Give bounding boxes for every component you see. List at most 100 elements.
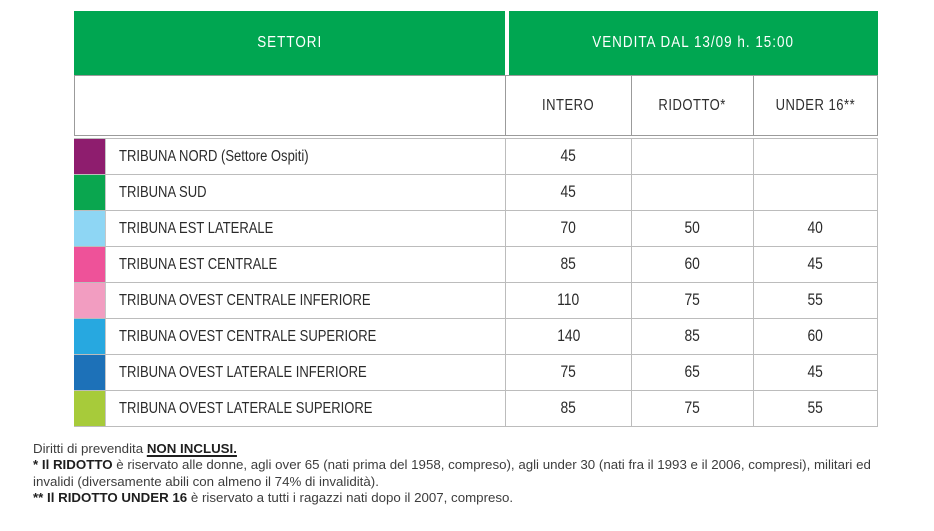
price-under16-cell: 45 bbox=[753, 355, 878, 390]
note-under16: ** Il RIDOTTO UNDER 16 è riservato a tut… bbox=[33, 490, 905, 506]
note-ridotto-text: è riservato alle donne, agli over 65 (na… bbox=[33, 457, 871, 489]
price-intero: 45 bbox=[560, 183, 577, 201]
vendita-header-label: VENDITA DAL 13/09 h. 15:00 bbox=[592, 34, 795, 51]
price-intero: 85 bbox=[560, 255, 577, 273]
price-intero-cell: 45 bbox=[505, 175, 631, 210]
price-under16-cell: 55 bbox=[753, 391, 878, 426]
price-ridotto-cell: 65 bbox=[631, 355, 753, 390]
sector-name: TRIBUNA NORD (Settore Ospiti) bbox=[119, 147, 309, 165]
price-ridotto-cell bbox=[631, 175, 753, 210]
price-ridotto: 65 bbox=[684, 363, 701, 381]
price-intero: 75 bbox=[560, 363, 577, 381]
price-under16-cell bbox=[753, 139, 878, 174]
price-intero-cell: 110 bbox=[505, 283, 631, 318]
sector-name: TRIBUNA OVEST LATERALE SUPERIORE bbox=[119, 399, 373, 417]
footnotes: Diritti di prevendita NON INCLUSI. * Il … bbox=[33, 441, 905, 506]
sector-name-cell: TRIBUNA OVEST LATERALE SUPERIORE bbox=[105, 391, 505, 426]
price-ridotto: 60 bbox=[684, 255, 701, 273]
note-under16-text: è riservato a tutti i ragazzi nati dopo … bbox=[187, 489, 514, 505]
price-ridotto: 75 bbox=[684, 291, 701, 309]
sector-name-cell: TRIBUNA SUD bbox=[105, 175, 505, 210]
price-ridotto: 85 bbox=[684, 327, 701, 345]
note-under16-bold: ** Il RIDOTTO UNDER 16 bbox=[33, 489, 188, 505]
col-header-intero-label: INTERO bbox=[542, 96, 595, 114]
price-intero: 85 bbox=[560, 399, 577, 417]
sector-color-swatch bbox=[74, 283, 105, 318]
sector-name-cell: TRIBUNA OVEST LATERALE INFERIORE bbox=[105, 355, 505, 390]
price-intero: 110 bbox=[557, 291, 580, 309]
price-under16-cell: 60 bbox=[753, 319, 878, 354]
table-row-ovest-laterale-inferiore: TRIBUNA OVEST LATERALE INFERIORE 75 65 4… bbox=[74, 355, 878, 391]
col-header-intero: INTERO bbox=[505, 76, 631, 135]
empty-header-cell bbox=[75, 76, 505, 135]
sector-color-swatch bbox=[74, 355, 105, 390]
note-prevendita-text: Diritti di prevendita bbox=[33, 441, 147, 456]
table-row-ovest-laterale-superiore: TRIBUNA OVEST LATERALE SUPERIORE 85 75 5… bbox=[74, 391, 878, 427]
vendita-header-cell: VENDITA DAL 13/09 h. 15:00 bbox=[509, 11, 878, 75]
price-ridotto: 75 bbox=[684, 399, 701, 417]
sector-color-swatch bbox=[74, 139, 105, 174]
table-row-est-centrale: TRIBUNA EST CENTRALE 85 60 45 bbox=[74, 247, 878, 283]
table-row-tribuna-sud: TRIBUNA SUD 45 bbox=[74, 175, 878, 211]
price-under16-cell: 40 bbox=[753, 211, 878, 246]
price-intero-cell: 85 bbox=[505, 247, 631, 282]
sector-color-swatch bbox=[74, 319, 105, 354]
col-header-under16-label: UNDER 16** bbox=[775, 96, 856, 114]
sector-name: TRIBUNA OVEST LATERALE INFERIORE bbox=[119, 363, 367, 381]
sector-name: TRIBUNA OVEST CENTRALE SUPERIORE bbox=[119, 327, 377, 345]
table-row-ovest-centrale-superiore: TRIBUNA OVEST CENTRALE SUPERIORE 140 85 … bbox=[74, 319, 878, 355]
price-intero-cell: 85 bbox=[505, 391, 631, 426]
sector-color-swatch bbox=[74, 175, 105, 210]
column-headers-row: INTERO RIDOTTO* UNDER 16** bbox=[74, 75, 878, 136]
price-under16: 40 bbox=[807, 219, 824, 237]
table-row-est-laterale: TRIBUNA EST LATERALE 70 50 40 bbox=[74, 211, 878, 247]
price-under16-cell: 55 bbox=[753, 283, 878, 318]
price-under16: 45 bbox=[807, 363, 824, 381]
col-header-ridotto: RIDOTTO* bbox=[631, 76, 753, 135]
price-under16: 60 bbox=[807, 327, 824, 345]
sector-name-cell: TRIBUNA NORD (Settore Ospiti) bbox=[105, 139, 505, 174]
sector-name: TRIBUNA EST LATERALE bbox=[119, 219, 274, 237]
price-under16: 55 bbox=[807, 399, 824, 417]
note-ridotto-bold: * Il RIDOTTO bbox=[33, 457, 113, 473]
sector-name-cell: TRIBUNA EST LATERALE bbox=[105, 211, 505, 246]
header-divider bbox=[505, 11, 509, 75]
price-intero-cell: 75 bbox=[505, 355, 631, 390]
table-row-ovest-centrale-inferiore: TRIBUNA OVEST CENTRALE INFERIORE 110 75 … bbox=[74, 283, 878, 319]
table-body: TRIBUNA NORD (Settore Ospiti) 45 TRIBUNA… bbox=[74, 138, 878, 427]
price-intero: 70 bbox=[560, 219, 577, 237]
price-intero: 140 bbox=[556, 327, 581, 345]
sector-color-swatch bbox=[74, 211, 105, 246]
price-ridotto-cell: 85 bbox=[631, 319, 753, 354]
sector-name-cell: TRIBUNA OVEST CENTRALE SUPERIORE bbox=[105, 319, 505, 354]
price-ridotto-cell: 50 bbox=[631, 211, 753, 246]
price-ridotto-cell: 75 bbox=[631, 391, 753, 426]
sector-color-swatch bbox=[74, 391, 105, 426]
price-intero-cell: 140 bbox=[505, 319, 631, 354]
price-under16-cell bbox=[753, 175, 878, 210]
price-intero: 45 bbox=[560, 147, 577, 165]
table-header-row: SETTORI VENDITA DAL 13/09 h. 15:00 bbox=[74, 11, 878, 75]
sector-color-swatch bbox=[74, 247, 105, 282]
settori-header-label: SETTORI bbox=[256, 34, 323, 51]
note-prevendita: Diritti di prevendita NON INCLUSI. bbox=[33, 441, 905, 457]
note-prevendita-bold: NON INCLUSI. bbox=[146, 441, 237, 456]
price-under16: 55 bbox=[807, 291, 824, 309]
ticket-price-table: SETTORI VENDITA DAL 13/09 h. 15:00 INTER… bbox=[74, 11, 878, 427]
price-intero-cell: 45 bbox=[505, 139, 631, 174]
table-row-tribuna-nord: TRIBUNA NORD (Settore Ospiti) 45 bbox=[74, 139, 878, 175]
sector-name-cell: TRIBUNA EST CENTRALE bbox=[105, 247, 505, 282]
price-ridotto: 50 bbox=[684, 219, 701, 237]
sector-name: TRIBUNA SUD bbox=[119, 183, 207, 201]
price-ridotto-cell bbox=[631, 139, 753, 174]
sector-name: TRIBUNA OVEST CENTRALE INFERIORE bbox=[119, 291, 371, 309]
price-under16: 45 bbox=[807, 255, 824, 273]
col-header-ridotto-label: RIDOTTO* bbox=[658, 96, 727, 114]
price-under16-cell: 45 bbox=[753, 247, 878, 282]
price-ridotto-cell: 60 bbox=[631, 247, 753, 282]
price-ridotto-cell: 75 bbox=[631, 283, 753, 318]
note-ridotto: * Il RIDOTTO è riservato alle donne, agl… bbox=[33, 457, 905, 490]
price-intero-cell: 70 bbox=[505, 211, 631, 246]
settori-header-cell: SETTORI bbox=[74, 11, 505, 75]
